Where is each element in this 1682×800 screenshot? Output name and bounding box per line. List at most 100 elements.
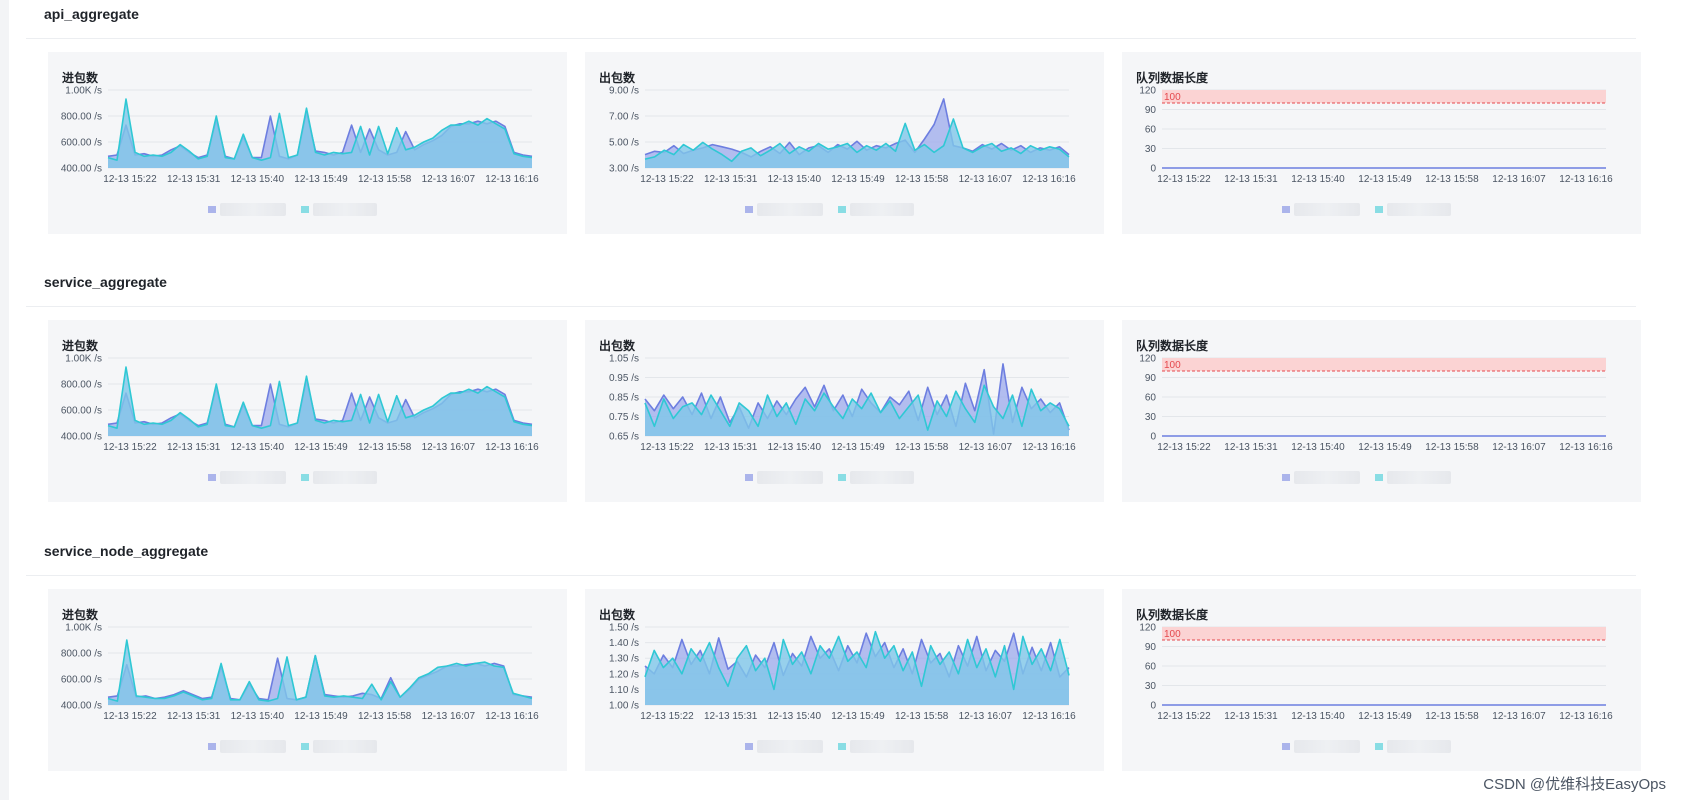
chart-title: 进包数: [62, 339, 99, 353]
x-tick-label: 12-13 15:22: [640, 174, 694, 185]
series-area-2: [645, 385, 1069, 436]
y-tick-label: 120: [1139, 623, 1156, 634]
y-tick-label: 1.50 /s: [609, 623, 639, 634]
legend[interactable]: [48, 202, 567, 218]
x-tick-label: 12-13 15:49: [831, 442, 885, 453]
y-tick-label: 1.05 /s: [609, 354, 639, 365]
legend[interactable]: [48, 470, 567, 486]
legend-label-redacted-1[interactable]: [1294, 203, 1360, 216]
series-line-2: [107, 639, 533, 702]
x-tick-label: 12-13 15:40: [1291, 174, 1345, 185]
legend-swatch-2[interactable]: [301, 206, 309, 213]
x-tick-label: 12-13 15:40: [231, 442, 285, 453]
legend-swatch-2[interactable]: [301, 743, 309, 750]
chart-panel-out-packets: 出包数 1.50 /s 1.40 /s 1.30 /s 1.20 /s 1.10 /s 1.…: [585, 589, 1104, 771]
legend-label-redacted-2[interactable]: [850, 740, 914, 753]
chart-panel-queue-length: 队列数据长度 120 90 60 30 0 12-13 15:22 12-13 15:31 12…: [1122, 589, 1641, 771]
x-tick-label: 12-13 15:31: [167, 442, 221, 453]
legend-swatch-1[interactable]: [745, 206, 753, 213]
y-tick-label: 120: [1139, 354, 1156, 365]
legend-swatch-1[interactable]: [1282, 474, 1290, 481]
y-tick-label: 1.00K /s: [65, 623, 102, 634]
x-tick-label: 12-13 15:22: [640, 711, 694, 722]
legend-label-redacted-2[interactable]: [850, 471, 914, 484]
series-area-2: [108, 367, 532, 436]
x-tick-label: 12-13 15:58: [895, 442, 949, 453]
legend-swatch-1[interactable]: [1282, 743, 1290, 750]
legend-swatch-2[interactable]: [1375, 206, 1383, 213]
x-tick-label: 12-13 15:58: [358, 174, 412, 185]
legend-label-redacted-2[interactable]: [313, 203, 377, 216]
legend-label-redacted-1[interactable]: [757, 203, 823, 216]
x-tick-label: 12-13 15:22: [103, 442, 157, 453]
legend-swatch-1[interactable]: [745, 474, 753, 481]
legend-swatch-1[interactable]: [208, 206, 216, 213]
x-tick-label: 12-13 15:31: [1224, 711, 1278, 722]
legend-label-redacted-2[interactable]: [313, 471, 377, 484]
x-tick-label: 12-13 16:07: [959, 174, 1013, 185]
legend-swatch-1[interactable]: [745, 743, 753, 750]
x-tick-label: 12-13 16:16: [1559, 174, 1613, 185]
x-tick-label: 12-13 15:49: [831, 174, 885, 185]
x-tick-label: 12-13 15:22: [103, 711, 157, 722]
legend-label-redacted-2[interactable]: [850, 203, 914, 216]
threshold-label: 100: [1164, 629, 1181, 640]
legend-swatch-2[interactable]: [1375, 474, 1383, 481]
section-api-aggregate: api_aggregate 进包数 1.00K /s 800.00 /s 600.00…: [26, 0, 1641, 240]
series-area-2: [645, 631, 1069, 705]
x-tick-label: 12-13 15:22: [1157, 711, 1211, 722]
x-tick-label: 12-13 15:40: [768, 711, 822, 722]
legend[interactable]: [1122, 202, 1641, 218]
y-tick-label: 1.00 /s: [609, 701, 639, 712]
legend[interactable]: [585, 739, 1104, 755]
legend[interactable]: [1122, 739, 1641, 755]
legend-swatch-2[interactable]: [838, 474, 846, 481]
legend-label-redacted-1[interactable]: [1294, 740, 1360, 753]
y-tick-label: 60: [1145, 393, 1157, 404]
legend[interactable]: [48, 739, 567, 755]
legend-swatch-2[interactable]: [838, 206, 846, 213]
legend-swatch-1[interactable]: [208, 474, 216, 481]
legend-label-redacted-1[interactable]: [1294, 471, 1360, 484]
x-tick-label: 12-13 15:22: [103, 174, 157, 185]
legend-swatch-1[interactable]: [208, 743, 216, 750]
section-divider: [26, 38, 1636, 39]
legend-swatch-2[interactable]: [838, 743, 846, 750]
legend-label-redacted-2[interactable]: [1387, 471, 1451, 484]
x-tick-label: 12-13 16:07: [1492, 174, 1546, 185]
left-rail: [0, 0, 9, 800]
chart-title: 出包数: [599, 71, 636, 85]
legend-label-redacted-1[interactable]: [220, 740, 286, 753]
y-tick-label: 3.00 /s: [609, 164, 639, 175]
legend-label-redacted-1[interactable]: [220, 471, 286, 484]
legend-swatch-1[interactable]: [1282, 206, 1290, 213]
series-line-2: [644, 118, 1070, 163]
y-tick-label: 600.00 /s: [61, 406, 102, 417]
legend-label-redacted-2[interactable]: [1387, 740, 1451, 753]
y-tick-label: 1.30 /s: [609, 654, 639, 665]
x-tick-label: 12-13 15:22: [640, 442, 694, 453]
x-tick-label: 12-13 15:49: [294, 442, 348, 453]
legend-label-redacted-2[interactable]: [313, 740, 377, 753]
x-tick-label: 12-13 15:31: [167, 174, 221, 185]
legend-label-redacted-2[interactable]: [1387, 203, 1451, 216]
x-tick-label: 12-13 15:49: [294, 174, 348, 185]
x-tick-label: 12-13 16:16: [485, 711, 539, 722]
legend[interactable]: [1122, 470, 1641, 486]
x-tick-label: 12-13 15:58: [1425, 174, 1479, 185]
legend-swatch-2[interactable]: [1375, 743, 1383, 750]
y-tick-label: 0: [1150, 432, 1156, 443]
legend-label-redacted-1[interactable]: [757, 740, 823, 753]
legend-label-redacted-1[interactable]: [220, 203, 286, 216]
legend[interactable]: [585, 202, 1104, 218]
y-tick-label: 800.00 /s: [61, 649, 102, 660]
legend[interactable]: [585, 470, 1104, 486]
x-tick-label: 12-13 15:49: [1358, 711, 1412, 722]
y-tick-label: 0: [1150, 164, 1156, 175]
threshold-band: [1162, 90, 1606, 103]
legend-swatch-2[interactable]: [301, 474, 309, 481]
legend-label-redacted-1[interactable]: [757, 471, 823, 484]
x-tick-label: 12-13 15:40: [1291, 711, 1345, 722]
chart-svg: 120 90 60 30 012-13 15:22 12-13 15:31 12-13 15…: [1139, 623, 1613, 723]
